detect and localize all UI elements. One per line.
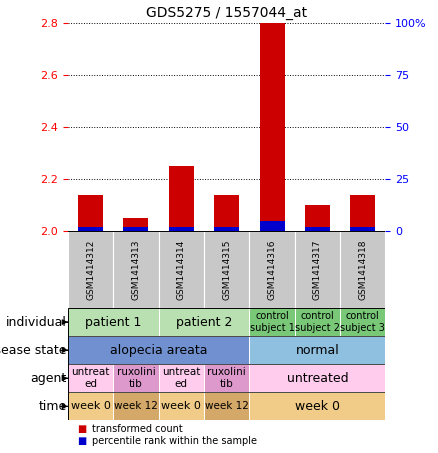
Text: week 0: week 0	[71, 401, 110, 411]
Text: control
subject 1: control subject 1	[250, 311, 294, 333]
Bar	[350, 195, 375, 231]
Text: disease state: disease state	[0, 344, 67, 357]
Text: patient 1: patient 1	[85, 316, 141, 328]
Bar	[350, 227, 375, 231]
Text: week 0: week 0	[295, 400, 340, 413]
Bar	[159, 364, 204, 392]
Bar	[124, 218, 148, 231]
Text: agent: agent	[31, 372, 67, 385]
Bar	[169, 166, 194, 231]
Bar	[249, 231, 295, 308]
Bar	[340, 231, 385, 308]
Bar	[249, 364, 385, 392]
Bar	[305, 205, 330, 231]
Text: untreat
ed: untreat ed	[162, 367, 201, 389]
Text: GSM1414317: GSM1414317	[313, 239, 322, 300]
Text: GSM1414318: GSM1414318	[358, 239, 367, 300]
Text: untreat
ed: untreat ed	[71, 367, 110, 389]
Bar	[68, 392, 113, 420]
Text: untreated: untreated	[286, 372, 348, 385]
Bar	[249, 308, 295, 336]
Text: individual: individual	[6, 316, 67, 328]
Text: ■: ■	[77, 424, 86, 434]
Title: GDS5275 / 1557044_at: GDS5275 / 1557044_at	[146, 6, 307, 20]
Text: transformed count: transformed count	[92, 424, 183, 434]
Bar	[305, 227, 330, 231]
Text: normal: normal	[296, 344, 339, 357]
Text: GSM1414312: GSM1414312	[86, 239, 95, 300]
Text: alopecia areata: alopecia areata	[110, 344, 207, 357]
Text: ruxolini
tib: ruxolini tib	[117, 367, 155, 389]
Bar	[249, 336, 385, 364]
Text: week 12: week 12	[114, 401, 158, 411]
Bar	[214, 195, 239, 231]
Text: percentile rank within the sample: percentile rank within the sample	[92, 436, 257, 446]
Bar	[159, 392, 204, 420]
Bar	[295, 231, 340, 308]
Bar	[78, 195, 103, 231]
Bar	[113, 231, 159, 308]
Text: patient 2: patient 2	[176, 316, 232, 328]
Text: GSM1414315: GSM1414315	[222, 239, 231, 300]
Text: ruxolini
tib: ruxolini tib	[207, 367, 246, 389]
Bar	[159, 308, 249, 336]
Text: week 0: week 0	[161, 401, 201, 411]
Text: week 12: week 12	[205, 401, 249, 411]
Bar	[68, 336, 249, 364]
Bar	[249, 392, 385, 420]
Text: GSM1414314: GSM1414314	[177, 239, 186, 300]
Bar	[113, 392, 159, 420]
Bar	[68, 308, 159, 336]
Bar	[78, 227, 103, 231]
Bar	[204, 231, 249, 308]
Bar	[204, 392, 249, 420]
Bar	[159, 231, 204, 308]
Text: GSM1414316: GSM1414316	[268, 239, 276, 300]
Text: time: time	[39, 400, 67, 413]
Bar	[124, 227, 148, 231]
Bar	[68, 364, 113, 392]
Bar	[68, 231, 113, 308]
Bar	[214, 227, 239, 231]
Bar	[169, 227, 194, 231]
Bar	[340, 308, 385, 336]
Text: control
subject 3: control subject 3	[340, 311, 385, 333]
Text: GSM1414313: GSM1414313	[131, 239, 141, 300]
Bar	[295, 308, 340, 336]
Text: control
subject 2: control subject 2	[295, 311, 340, 333]
Text: ■: ■	[77, 436, 86, 446]
Bar	[260, 23, 285, 231]
Bar	[113, 364, 159, 392]
Bar	[260, 221, 285, 231]
Bar	[204, 364, 249, 392]
